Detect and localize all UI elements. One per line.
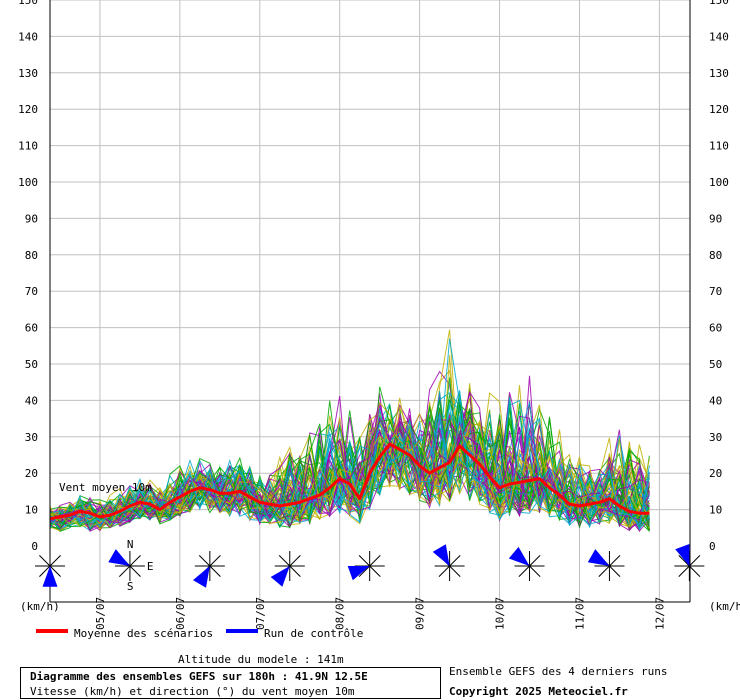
wind-rose-icon [674, 544, 705, 581]
compass-n-label: N [127, 538, 134, 551]
legend-label: Moyenne des scénarios [74, 627, 213, 640]
plot-frame [49, 0, 691, 603]
date-tick-label: 07/07 [254, 597, 267, 630]
date-tick-label: 12/07 [653, 597, 666, 630]
y-tick-label-left: 110 [18, 140, 38, 153]
y-tick-label-left: 120 [18, 103, 38, 116]
rose-direction-wedge [347, 566, 370, 581]
y-tick-label-right: 140 [709, 30, 729, 43]
y-tick-label-left: 20 [25, 467, 38, 480]
mean-series-line [49, 442, 650, 521]
rose-direction-wedge [587, 549, 610, 566]
rose-direction-wedge [42, 566, 58, 587]
rose-direction-wedge [432, 544, 450, 566]
mean-series [49, 442, 650, 521]
wind-rose-icon [508, 546, 545, 581]
wind-rose-icon [587, 549, 625, 581]
y-tick-label-right: 0 [709, 540, 716, 553]
y-tick-label-left: 40 [25, 394, 38, 407]
runs-note: Ensemble GEFS des 4 derniers runs [449, 665, 668, 678]
y-tick-label-left: 60 [25, 322, 38, 335]
ensemble-member-line [49, 402, 650, 528]
ensemble-member-line [49, 405, 650, 530]
compass-e-label: E [147, 560, 154, 573]
y-ticks-right: 0 10 20 30 40 50 60 70 80 90 100 110 120 130 140 150 [709, 0, 729, 553]
y-tick-label-left: 80 [25, 249, 38, 262]
y-tick-label-left: 90 [25, 212, 38, 225]
ensemble-member-line [49, 390, 650, 531]
y-ticks-left: 0 10 20 30 40 50 60 70 80 90 100 110 120 130 140 150 [18, 0, 38, 553]
ensemble-member-line [49, 419, 650, 531]
y-tick-label-right: 50 [709, 358, 722, 371]
wind-rose-icon [270, 551, 305, 587]
y-tick-label-right: 40 [709, 394, 722, 407]
unit-right: (km/h) [709, 600, 740, 613]
chart-subtitle: Vitesse (km/h) et direction (°) du vent … [30, 685, 355, 698]
y-tick-label-right: 150 [709, 0, 729, 7]
y-tick-label-left: 150 [18, 0, 38, 7]
rose-direction-wedge [193, 566, 210, 588]
wind-roses: NES [35, 538, 705, 593]
rose-direction-wedge [675, 544, 690, 566]
date-tick-label: 08/07 [334, 597, 347, 630]
y-tick-label-right: 20 [709, 467, 722, 480]
y-tick-label-right: 70 [709, 285, 722, 298]
date-tick-label: 09/07 [414, 597, 427, 630]
y-tick-label-left: 100 [18, 176, 38, 189]
wind-rose-icon [193, 551, 225, 588]
date-ticks: 05/07 06/07 07/07 08/07 09/07 10/07 11/07 12/07 [94, 597, 666, 630]
y-tick-label-right: 90 [709, 212, 722, 225]
y-tick-label-right: 100 [709, 176, 729, 189]
y-tick-label-left: 0 [31, 540, 38, 553]
rose-direction-wedge [270, 566, 290, 587]
y-tick-label-left: 140 [18, 30, 38, 43]
date-tick-label: 06/07 [174, 597, 187, 630]
ensemble-member-line [49, 400, 650, 531]
chart-title: Diagramme des ensembles GEFS sur 180h : … [30, 670, 368, 683]
y-tick-label-right: 60 [709, 322, 722, 335]
y-tick-label-right: 130 [709, 67, 729, 80]
compass-s-label: S [127, 580, 134, 593]
wind-rose-icon [432, 544, 465, 581]
copyright: Copyright 2025 Meteociel.fr [449, 685, 628, 698]
legend: Moyenne des scénarios Run de contrôle [36, 627, 363, 640]
y-tick-label-right: 80 [709, 249, 722, 262]
y-tick-label-right: 10 [709, 504, 722, 517]
y-tick-label-left: 50 [25, 358, 38, 371]
annotation-label: Vent moyen 10m [59, 481, 152, 494]
date-tick-label: 10/07 [494, 597, 507, 630]
ensemble-member-line [49, 397, 650, 528]
legend-label: Run de contrôle [264, 627, 363, 640]
y-tick-label-right: 120 [709, 103, 729, 116]
wind-rose-icon: NES [108, 538, 154, 593]
altitude-label: Altitude du modele : 141m [178, 653, 344, 666]
y-tick-label-right: 30 [709, 431, 722, 444]
rose-direction-wedge [108, 549, 130, 566]
date-tick-label: 05/07 [94, 597, 107, 630]
unit-left: (km/h) [20, 600, 60, 613]
rose-direction-wedge [508, 546, 530, 566]
y-tick-label-left: 30 [25, 431, 38, 444]
y-tick-label-left: 130 [18, 67, 38, 80]
title-box [20, 667, 441, 699]
y-tick-label-right: 110 [709, 140, 729, 153]
date-tick-label: 11/07 [573, 597, 586, 630]
wind-rose-icon [347, 551, 385, 581]
y-tick-label-left: 10 [25, 504, 38, 517]
ensemble-member-line [49, 416, 650, 528]
y-tick-label-left: 70 [25, 285, 38, 298]
ensemble-member-line [49, 400, 650, 531]
wind-rose-icon [35, 551, 65, 587]
